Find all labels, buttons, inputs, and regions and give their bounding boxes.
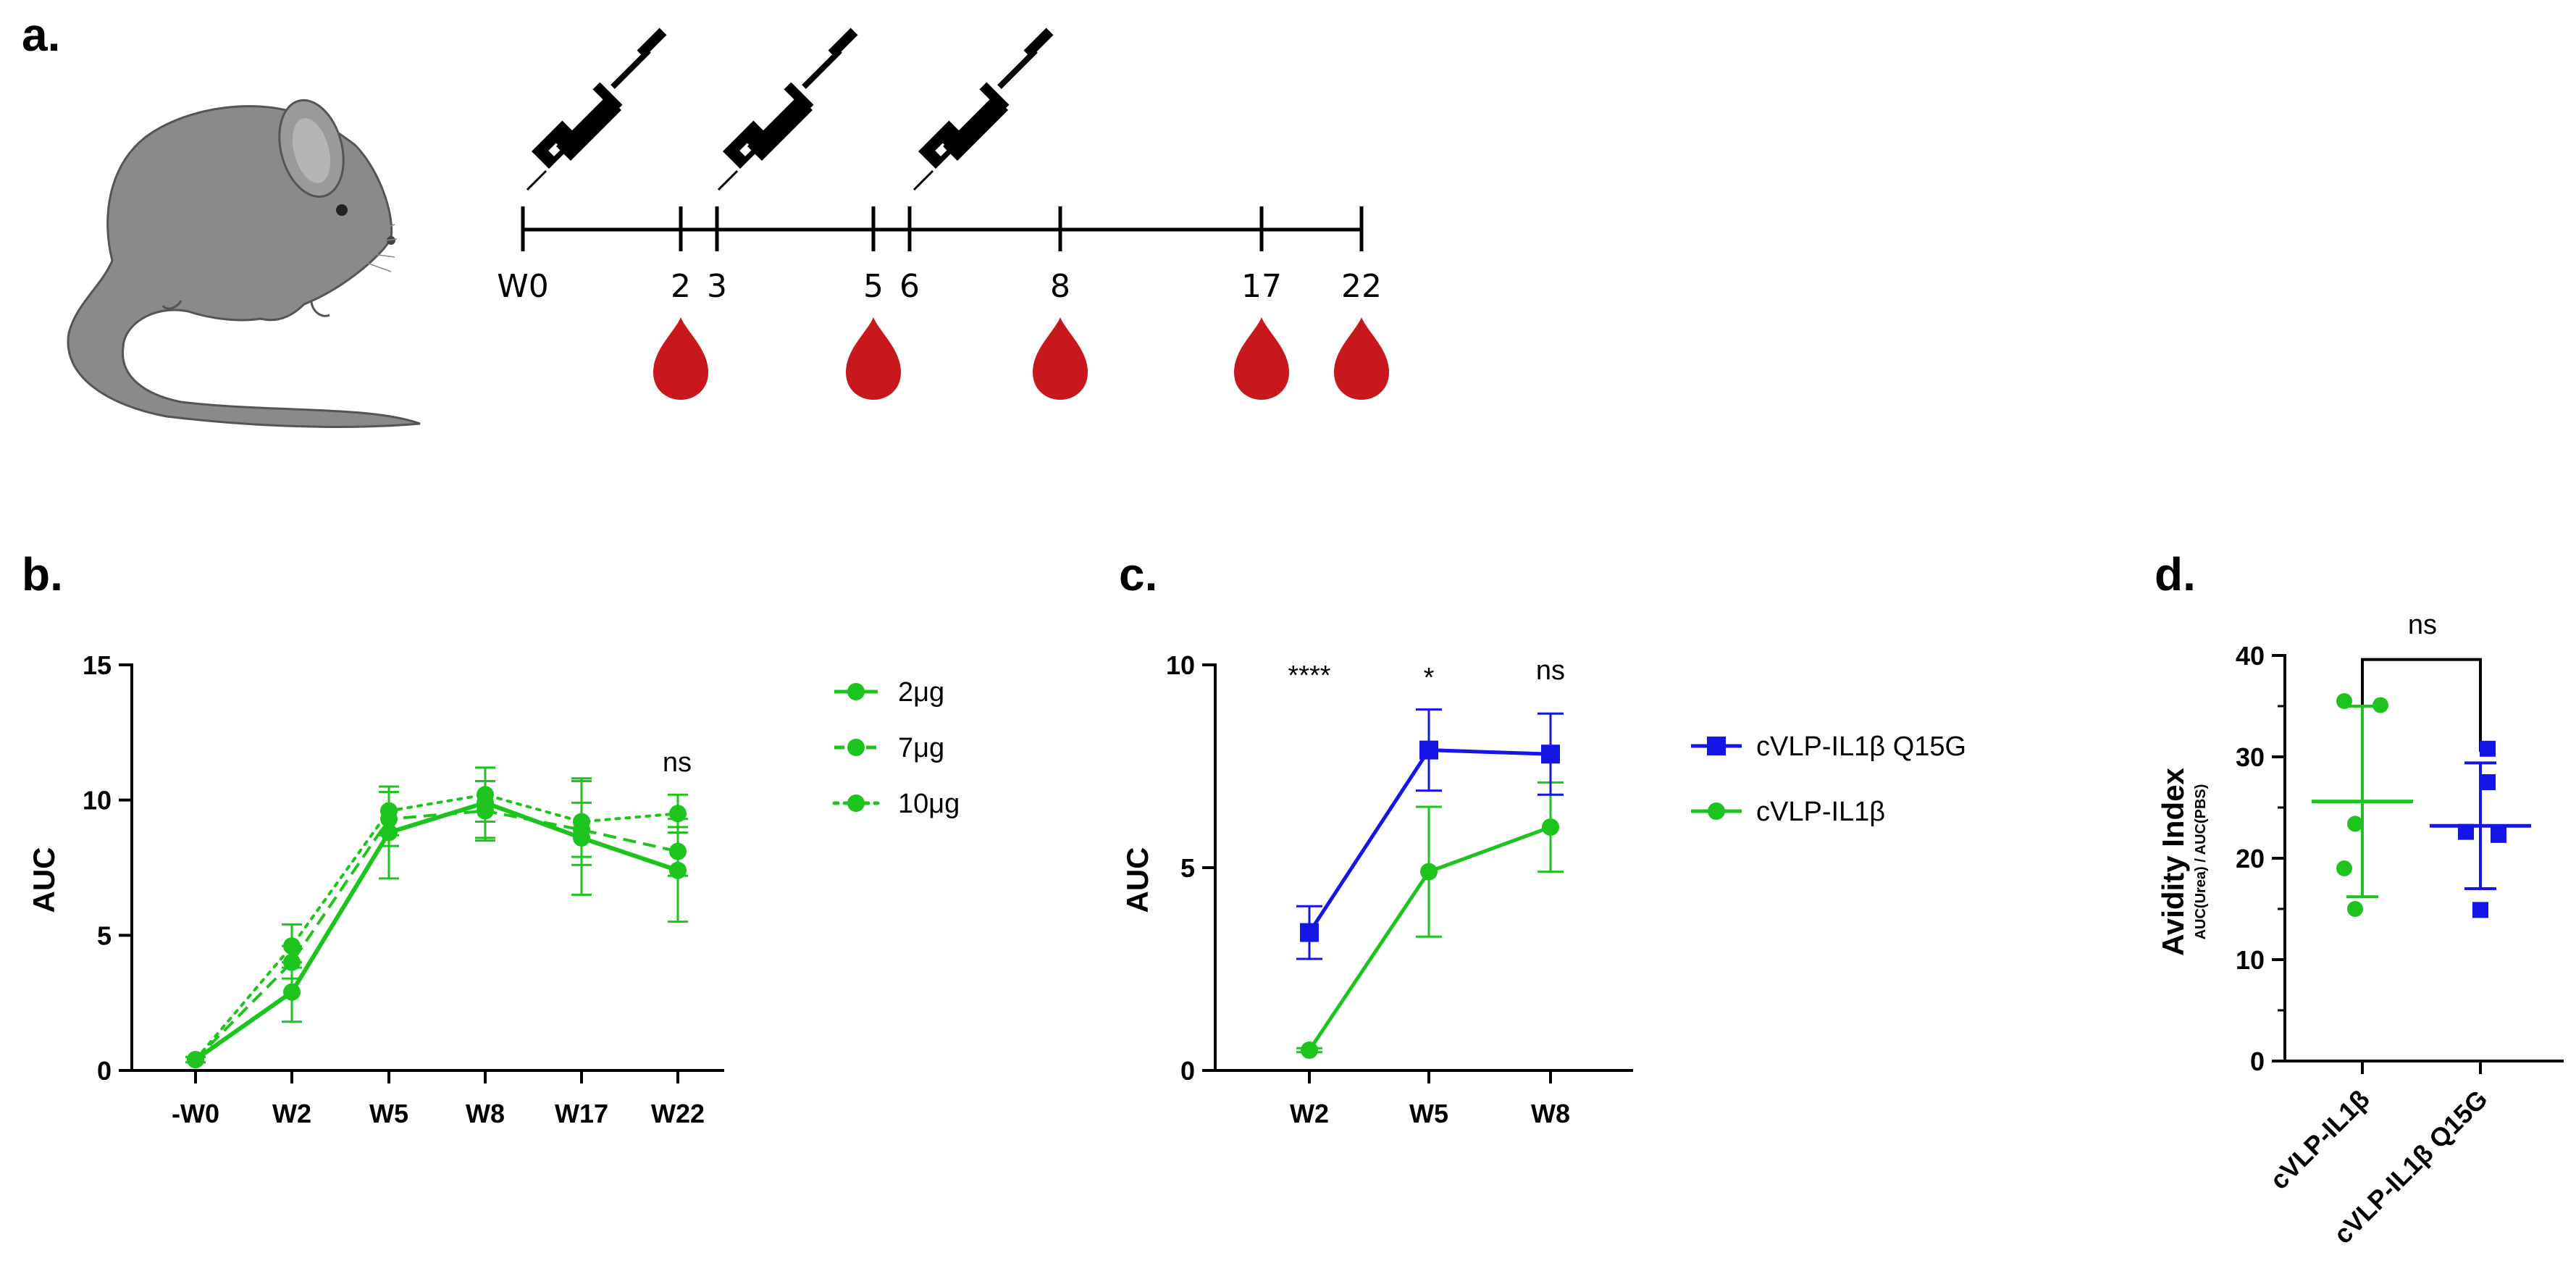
chart-b-xtick-label: W8: [466, 1099, 505, 1128]
chart-c-point: [1419, 740, 1438, 760]
timeline-label-6: 6: [899, 268, 920, 305]
blood-drop-icon: [846, 317, 901, 400]
legend-marker-c-0: [1707, 737, 1726, 755]
chart-b-point: [380, 802, 398, 820]
panel-label-b: b.: [22, 548, 63, 600]
chart-b-point: [669, 842, 687, 860]
chart-b-xtick-label: W5: [369, 1099, 408, 1128]
chart-b-point: [187, 1051, 204, 1069]
chart-b-ytick-label: 5: [97, 921, 112, 950]
chart-b-series-line-2: [194, 793, 679, 1062]
chart-c-point: [1300, 923, 1319, 942]
mouse-illustration: [67, 98, 421, 428]
panel-label-a: a.: [22, 9, 60, 61]
chart-c-xtick-label: W8: [1531, 1099, 1570, 1128]
legend-label-10ug: 10μg: [898, 789, 960, 819]
chart-b-ytick-label: 10: [83, 786, 112, 816]
timeline-label-17: 17: [1241, 268, 1282, 305]
blood-drop-icon: [1334, 317, 1389, 400]
chart-b-point: [573, 813, 590, 831]
chart-b-xtick-label: W2: [272, 1099, 311, 1128]
chart-c-annotation-w5: *: [1424, 663, 1435, 693]
blood-drop-icon: [1033, 317, 1088, 400]
chart-d-ylabel: Avidity Index: [2156, 767, 2190, 955]
chart-c-annotation-w2: ****: [1288, 661, 1330, 691]
legend-marker-2: [847, 795, 865, 812]
chart-d-point: [2336, 693, 2352, 709]
chart-d-ytick-label: 40: [2236, 641, 2265, 671]
chart-b-legend: 2μg 7μg 10μg: [832, 677, 960, 819]
chart-d-point: [2480, 774, 2496, 790]
legend-label-2ug: 2μg: [898, 677, 944, 708]
chart-c-point: [1542, 818, 1559, 836]
legend-label-il1b: cVLP-IL1β: [1756, 797, 1885, 827]
chart-b-ytick-label: 15: [83, 650, 112, 680]
chart-d-ylabel-sub: AUC(Urea) / AUC(PBS): [2193, 784, 2209, 940]
syringe-icon: [718, 28, 858, 190]
timeline-label-2: 2: [671, 268, 691, 305]
timeline-label-8: 8: [1050, 268, 1070, 305]
syringe-icon: [527, 28, 667, 190]
chart-c-xtick-label: W2: [1290, 1099, 1329, 1128]
timeline: W0 2 3 5 6 8 17 22: [497, 28, 1389, 400]
chart-b-series-line-1: [194, 809, 679, 1061]
chart-c-ytick-label: 10: [1166, 650, 1195, 680]
panel-label-c: c.: [1119, 548, 1157, 600]
chart-c-point: [1420, 863, 1438, 881]
panel-label-d: d.: [2155, 548, 2196, 600]
chart-d-xtick-label: cVLP-IL1β: [2264, 1084, 2375, 1195]
blood-drop-icon: [653, 317, 708, 400]
chart-d-ytick-label: 20: [2236, 844, 2265, 873]
chart-d-point: [2472, 902, 2488, 918]
legend-label-q15g: cVLP-IL1β Q15G: [1756, 731, 1966, 762]
chart-d-point: [2372, 697, 2388, 713]
timeline-label-3: 3: [707, 268, 727, 305]
timeline-label-5: 5: [863, 268, 884, 305]
chart-c-legend: cVLP-IL1β Q15G cVLP-IL1β: [1691, 731, 1966, 827]
legend-label-7ug: 7μg: [898, 733, 944, 763]
chart-b-annotation-ns: ns: [663, 747, 692, 778]
chart-d-ytick-label: 10: [2236, 945, 2265, 975]
chart-d-point: [2347, 816, 2363, 832]
chart-b: 0 5 10 15 -W0 W2 W5 W8 W17 W22 AUC ns 2μg 7μg 10μ…: [27, 650, 960, 1128]
chart-b-point: [669, 805, 687, 823]
chart-c-ylabel: AUC: [1120, 847, 1154, 913]
chart-c-annotation-w8: ns: [1536, 655, 1565, 686]
chart-c-point: [1541, 745, 1560, 764]
legend-marker-0: [847, 683, 865, 700]
chart-d-point: [2480, 740, 2496, 757]
chart-b-ylabel: AUC: [27, 847, 61, 913]
chart-d-point: [2336, 860, 2352, 876]
timeline-label-w0: W0: [497, 268, 549, 305]
chart-c: 0 5 10 W2 W5 W8 AUC **** * ns cVLP-IL1β Q15G …: [1120, 650, 1966, 1128]
chart-c-xtick-label: W5: [1409, 1099, 1448, 1128]
chart-d-ytick-label: 30: [2236, 742, 2265, 772]
legend-marker-c-1: [1708, 802, 1725, 820]
chart-d-comparison-ns: ns: [2408, 610, 2437, 640]
chart-b-series-line-0: [194, 800, 679, 1062]
chart-b-xtick-label: W22: [651, 1099, 705, 1128]
chart-d-ytick-label: 0: [2250, 1047, 2265, 1076]
chart-c-ytick-label: 5: [1180, 853, 1195, 883]
chart-c-ytick-label: 0: [1180, 1056, 1195, 1086]
timeline-label-22: 22: [1341, 268, 1382, 305]
syringe-icon: [914, 28, 1054, 190]
chart-b-point: [283, 937, 301, 955]
chart-b-xtick-label: -W0: [172, 1099, 219, 1128]
chart-b-point: [477, 786, 494, 804]
chart-d-point: [2347, 901, 2363, 917]
blood-drop-icon: [1234, 317, 1289, 400]
chart-b-xtick-label: W17: [555, 1099, 608, 1128]
chart-b-ytick-label: 0: [97, 1056, 112, 1086]
chart-b-point: [283, 983, 301, 1001]
chart-d-point: [2458, 823, 2474, 840]
chart-c-point: [1301, 1041, 1318, 1059]
chart-d-point: [2491, 826, 2506, 843]
legend-marker-1: [847, 739, 865, 756]
